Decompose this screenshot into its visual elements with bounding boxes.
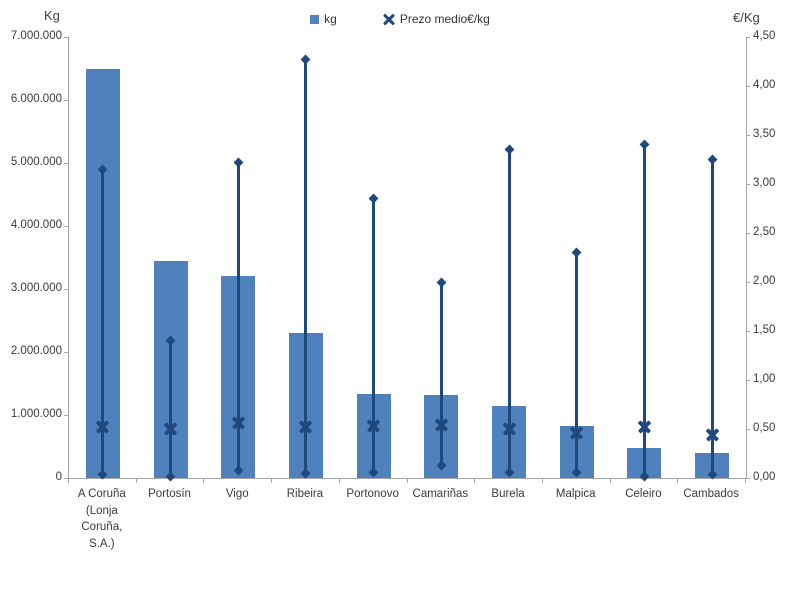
- category-label: Portosín: [148, 488, 191, 500]
- right-axis-tick: [746, 282, 750, 283]
- bar-series-swatch-icon: [310, 14, 320, 24]
- avg-price-marker-x: [366, 419, 381, 434]
- price-highlow-line: [169, 340, 173, 477]
- price-highlow-line: [439, 282, 443, 466]
- left-axis-tick-label: 0: [55, 471, 62, 483]
- left-axis-tick: [64, 163, 68, 164]
- avg-price-marker-x: [502, 422, 517, 437]
- max-price-marker: [436, 277, 447, 287]
- avg-price-marker-x: [434, 418, 449, 433]
- category-label: Burela: [491, 488, 525, 500]
- left-axis-tick-label: 3.000.000: [10, 282, 62, 294]
- max-price-marker: [571, 247, 582, 258]
- right-axis-tick: [746, 233, 750, 234]
- right-axis-tick: [746, 135, 750, 136]
- avg-price-marker-x: [705, 427, 720, 442]
- right-axis-tick-label: 1,00: [753, 373, 776, 385]
- left-axis-tick-label: 1.000.000: [10, 408, 62, 420]
- left-axis-tick-label: 4.000.000: [10, 219, 62, 231]
- x-axis-tick: [541, 479, 543, 483]
- right-axis-title: €/Kg: [733, 10, 760, 25]
- avg-price-marker-x: [298, 420, 313, 435]
- avg-price-marker-x: [637, 420, 652, 435]
- category-label: A Coruña (Lonja Coruña, S.A.): [77, 488, 126, 551]
- max-price-marker: [707, 154, 718, 165]
- price-highlow-line: [304, 59, 308, 474]
- price-highlow-line: [642, 144, 646, 477]
- left-axis-tick: [64, 352, 68, 353]
- left-axis-tick-label: 6.000.000: [10, 93, 62, 105]
- category-label: Cambados: [683, 488, 739, 500]
- x-axis-tick: [68, 479, 69, 483]
- x-axis-tick: [474, 479, 476, 483]
- x-axis-tick: [338, 479, 340, 483]
- left-axis-title: Kg: [44, 8, 60, 23]
- x-axis-tick: [406, 479, 408, 483]
- left-axis-tick: [64, 415, 68, 416]
- category-label: Vigo: [225, 488, 249, 500]
- right-axis-tick: [746, 86, 750, 87]
- price-highlow-line: [236, 162, 240, 471]
- max-price-marker: [368, 193, 379, 204]
- price-highlow-line: [710, 159, 714, 475]
- left-axis-tick: [64, 478, 68, 479]
- right-axis-tick: [746, 429, 750, 430]
- x-axis-tick: [677, 479, 679, 483]
- right-axis-tick: [746, 37, 750, 38]
- legend: kg Prezo medio€/kg: [0, 12, 800, 26]
- right-axis-tick-label: 4,50: [753, 30, 776, 42]
- x-marker-icon: [382, 12, 395, 26]
- x-axis-tick: [135, 479, 137, 483]
- price-highlow-line: [507, 149, 511, 473]
- right-axis-tick: [746, 331, 750, 332]
- price-highlow-line: [575, 252, 579, 473]
- category-label: Camariñas: [412, 488, 469, 500]
- left-axis-tick-label: 2.000.000: [10, 345, 62, 357]
- left-axis-tick: [64, 100, 68, 101]
- max-price-marker: [233, 157, 244, 168]
- legend-label-kg: kg: [324, 12, 337, 26]
- x-axis-tick: [203, 479, 205, 483]
- left-axis-tick: [64, 37, 68, 38]
- category-label: Malpica: [555, 488, 596, 500]
- left-axis-tick: [64, 289, 68, 290]
- right-axis-tick-label: 0,50: [753, 422, 776, 434]
- max-price-marker: [300, 54, 311, 65]
- avg-price-marker-x: [163, 422, 178, 437]
- avg-price-marker-x: [95, 420, 110, 435]
- x-axis-tick: [745, 479, 746, 483]
- legend-item-prezo-medio: Prezo medio€/kg: [382, 12, 490, 26]
- max-price-marker: [504, 144, 514, 155]
- category-label: Portonovo: [346, 488, 399, 500]
- right-axis-tick: [746, 380, 750, 381]
- category-label: Celeiro: [625, 488, 662, 500]
- max-price-marker: [639, 139, 650, 150]
- left-axis-tick-label: 5.000.000: [10, 156, 62, 168]
- right-axis-tick: [746, 184, 750, 185]
- right-axis-tick-label: 0,00: [753, 471, 776, 483]
- left-axis-tick: [64, 226, 68, 227]
- x-axis-tick: [271, 479, 273, 483]
- legend-item-kg: kg: [310, 12, 337, 26]
- left-axis-tick-label: 7.000.000: [10, 30, 62, 42]
- right-axis-tick: [746, 478, 750, 479]
- right-axis-tick-label: 1,50: [753, 324, 776, 336]
- legend-label-prezo-medio: Prezo medio€/kg: [399, 12, 490, 26]
- plot-area: [68, 37, 747, 481]
- category-label: Ribeira: [286, 488, 324, 500]
- right-axis-tick-label: 2,50: [753, 226, 776, 238]
- right-axis-tick-label: 2,00: [753, 275, 776, 287]
- right-axis-tick-label: 3,00: [753, 177, 776, 189]
- avg-price-marker-x: [231, 416, 246, 431]
- x-axis-tick: [609, 479, 611, 483]
- right-axis-tick-label: 4,00: [753, 79, 776, 91]
- avg-price-marker-x: [569, 425, 584, 440]
- right-axis-tick-label: 3,50: [753, 128, 776, 140]
- price-highlow-line: [101, 169, 105, 475]
- price-highlow-line: [372, 198, 376, 473]
